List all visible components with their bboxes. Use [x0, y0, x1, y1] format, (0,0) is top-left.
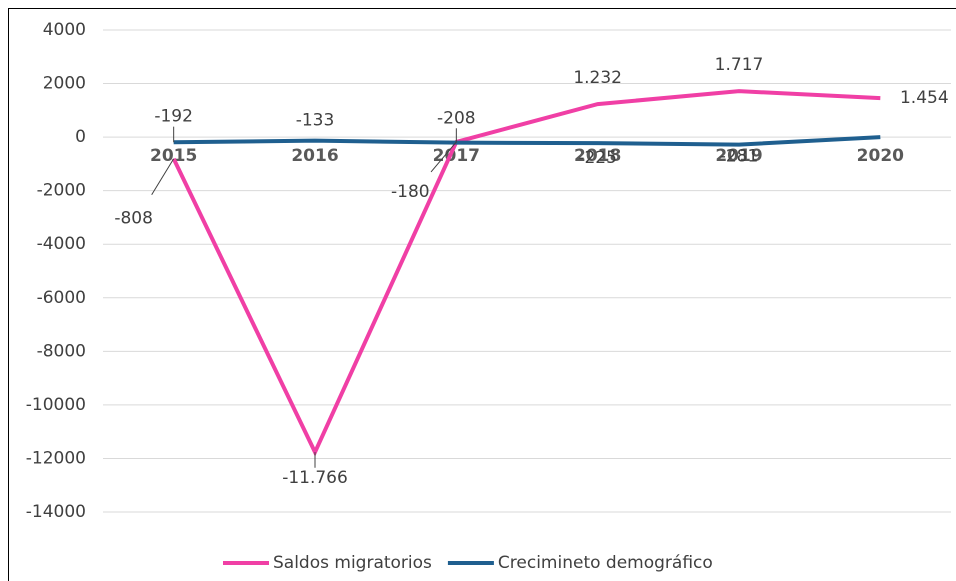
- y-tick-label: -12000: [26, 448, 86, 468]
- data-label: -808: [114, 209, 153, 229]
- data-label: -281: [720, 147, 759, 167]
- data-label: 1.232: [573, 68, 622, 88]
- leader-line: [151, 158, 175, 196]
- y-tick-label: -8000: [37, 341, 86, 361]
- y-tick-label: -4000: [37, 234, 86, 254]
- y-tick-label: -10000: [26, 395, 86, 415]
- data-label: -192: [154, 106, 193, 126]
- y-tick-label: -6000: [37, 288, 86, 308]
- data-label: -133: [296, 111, 335, 131]
- leader-line: [430, 141, 457, 173]
- x-tick-label: 2019: [715, 146, 762, 166]
- data-label: -11.766: [282, 468, 348, 488]
- y-tick-label: 0: [75, 127, 86, 147]
- legend-label: Crecimineto demográfico: [498, 553, 713, 573]
- data-label: -225: [578, 148, 617, 168]
- y-tick-label: -14000: [26, 502, 86, 522]
- data-label: 1.717: [715, 55, 764, 75]
- x-tick-label: 2017: [433, 146, 480, 166]
- line-series: [173, 135, 881, 147]
- line-series: [171, 89, 881, 457]
- y-tick-label: 2000: [43, 74, 86, 94]
- x-tick-label: 2018: [574, 146, 621, 166]
- x-tick-label: 2020: [857, 146, 904, 166]
- data-label: -180: [391, 182, 430, 202]
- y-tick-label: 4000: [43, 20, 86, 40]
- x-tick-label: 2015: [150, 146, 197, 166]
- y-tick-label: -2000: [37, 181, 86, 201]
- data-label: -208: [437, 109, 476, 129]
- data-label: 1.454: [900, 88, 949, 108]
- frame: [8, 8, 956, 581]
- legend-label: Saldos migratorios: [273, 553, 432, 573]
- x-tick-label: 2016: [291, 146, 338, 166]
